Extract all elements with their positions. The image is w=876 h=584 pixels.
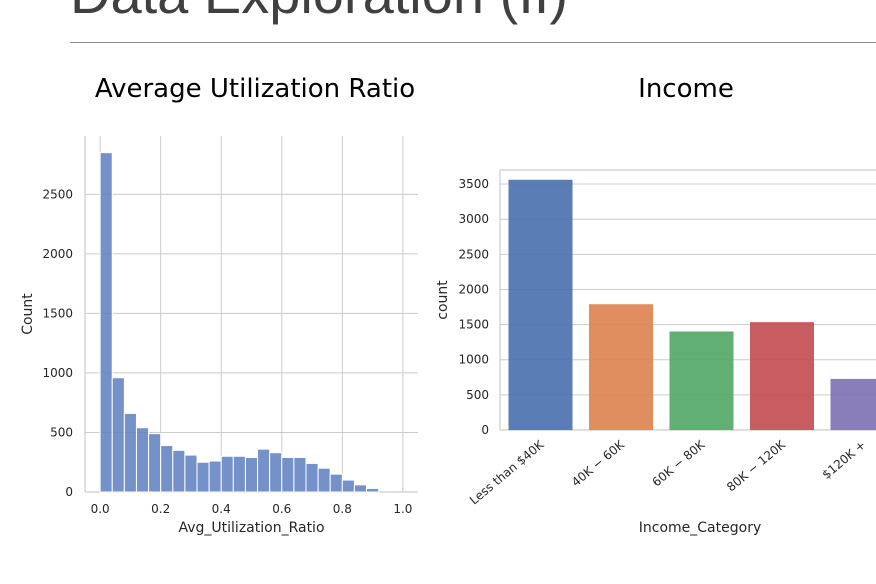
income-chart-title: Income: [638, 74, 734, 104]
slide-title: Data Exploration (II): [70, 0, 568, 22]
histogram-bar: [244, 456, 259, 493]
histogram-bar: [220, 455, 234, 493]
histogram-bar: [329, 473, 343, 493]
income-x-tick-label: 40K − 60K: [569, 437, 628, 490]
income-y-tick-label: 2500: [458, 247, 489, 261]
income-y-tick-label: 1500: [458, 318, 489, 332]
histogram-bar: [232, 455, 246, 493]
income-bar: [830, 378, 876, 430]
histogram-bar: [317, 467, 331, 493]
histogram-bar: [196, 461, 210, 493]
title-divider: [70, 42, 876, 43]
histogram-x-tick-label: 0.8: [333, 502, 352, 516]
income-y-tick-label: 3000: [458, 212, 489, 226]
histogram-bar: [135, 427, 150, 493]
histogram-bar: [305, 462, 319, 493]
income-bar: [589, 304, 653, 430]
histogram-y-tick-label: 2500: [42, 187, 73, 201]
income-y-tick-label: 0: [481, 423, 489, 437]
income-x-tick-label: $120K +: [819, 438, 868, 482]
income-y-tick-label: 500: [466, 388, 489, 402]
income-x-tick-label: 60K − 80K: [649, 437, 708, 490]
histogram-bar: [281, 456, 295, 493]
histogram-bar: [208, 460, 222, 493]
histogram-bar: [184, 454, 198, 493]
histogram-y-tick-label: 1500: [42, 306, 73, 320]
histogram-y-tick-label: 2000: [42, 247, 73, 261]
histogram-bar: [148, 433, 162, 493]
histogram-bar: [99, 152, 113, 493]
income-y-axis-label: count: [435, 280, 451, 320]
histogram-bar: [366, 487, 380, 493]
histogram-bar: [269, 452, 283, 493]
income-bar: [750, 322, 814, 430]
histogram-bar: [160, 445, 174, 493]
histogram-bar: [293, 456, 307, 493]
histogram-bar: [353, 484, 368, 493]
histogram-title: Average Utilization Ratio: [94, 74, 416, 104]
histogram-bar: [257, 448, 271, 493]
income-x-tick-label: 80K − 120K: [724, 437, 789, 494]
histogram-x-tick-label: 0.2: [151, 502, 170, 516]
histogram-bar: [111, 377, 125, 493]
income-bar: [669, 331, 734, 430]
histogram-y-tick-label: 0: [65, 485, 73, 499]
income-y-tick-label: 3500: [458, 177, 489, 191]
histogram-x-tick-label: 0.0: [91, 502, 110, 516]
histogram-x-tick-label: 1.0: [393, 502, 412, 516]
income-y-tick-label: 2000: [458, 282, 489, 296]
histogram-y-tick-label: 1000: [42, 366, 73, 380]
histogram-bar: [123, 412, 137, 493]
histogram-y-tick-label: 500: [50, 425, 73, 439]
histogram-x-axis-label: Avg_Utilization_Ratio: [178, 520, 324, 536]
income-bar: [508, 179, 573, 430]
histogram-x-tick-label: 0.4: [212, 502, 231, 516]
income-x-axis-label: Income_Category: [639, 520, 761, 536]
income-x-tick-label: Less than $40K: [467, 437, 547, 508]
histogram-bar: [172, 449, 186, 493]
histogram-y-axis-label: Count: [20, 293, 36, 335]
histogram-x-tick-label: 0.6: [272, 502, 291, 516]
histogram-bar: [341, 479, 355, 493]
income-y-tick-label: 1000: [458, 353, 489, 367]
